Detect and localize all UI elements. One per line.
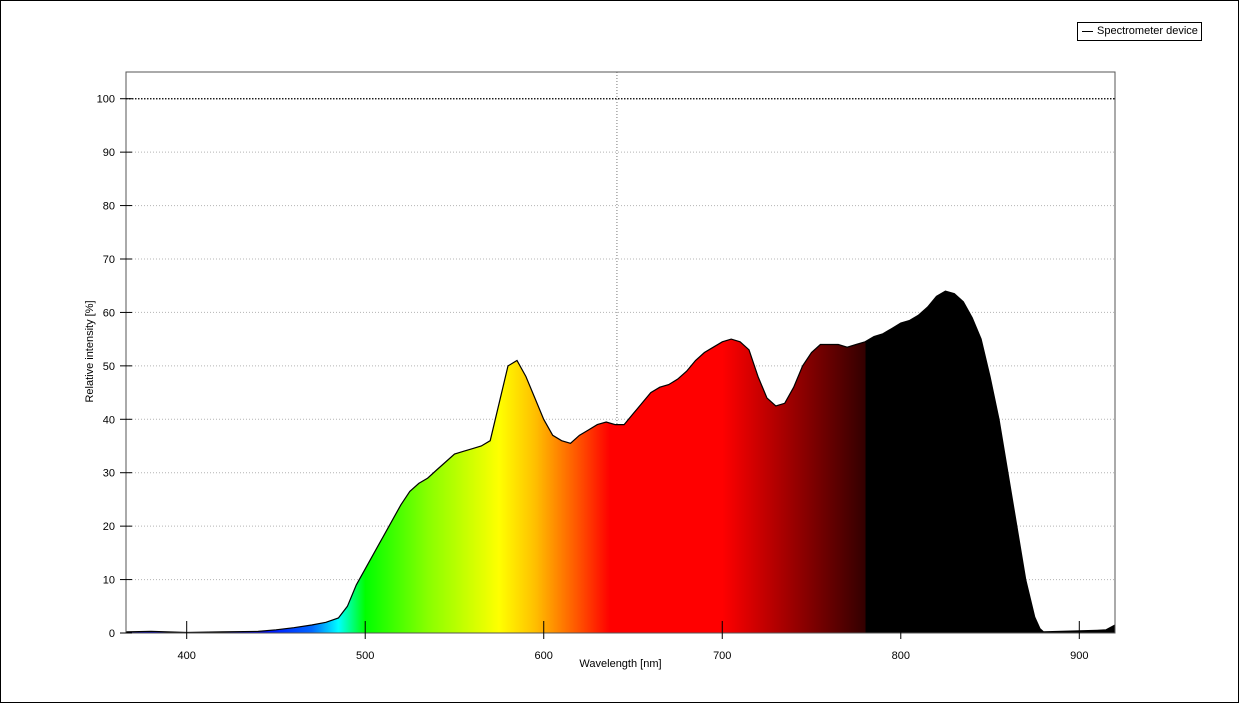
x-tick-label: 900	[1070, 650, 1088, 662]
x-axis: 400 500 600 700 800 900	[178, 621, 1088, 662]
y-tick-label: 80	[103, 201, 115, 213]
x-axis-title: Wavelength [nm]	[579, 658, 661, 670]
series-area-0	[126, 291, 1115, 633]
x-tick-label: 400	[178, 650, 196, 662]
x-tick-label: 500	[356, 650, 374, 662]
y-tick-label: 90	[103, 147, 115, 159]
y-axis: 0 10 20 30 40 50 60 70 80 90 100	[97, 94, 132, 640]
x-tick-label: 700	[713, 650, 731, 662]
reference-lines	[126, 72, 1115, 633]
y-tick-label: 60	[103, 307, 115, 319]
legend-series-label: Spectrometer device	[1097, 25, 1198, 37]
y-tick-label: 50	[103, 361, 115, 373]
y-axis-title: Relative intensity [%]	[84, 300, 96, 402]
y-tick-label: 20	[103, 521, 115, 533]
chart-legend: Spectrometer device	[1077, 22, 1202, 41]
y-tick-label: 10	[103, 575, 115, 587]
y-tick-label: 0	[109, 628, 115, 640]
y-tick-label: 70	[103, 254, 115, 266]
x-tick-label: 800	[892, 650, 910, 662]
plot-border	[125, 71, 1116, 634]
series-line-0	[126, 290, 1115, 633]
legend-line-swatch	[1082, 30, 1093, 32]
y-tick-label: 100	[97, 94, 115, 106]
y-tick-label: 40	[103, 414, 115, 426]
x-tick-label: 600	[535, 650, 553, 662]
y-tick-label: 30	[103, 468, 115, 480]
series-layer	[126, 290, 1115, 633]
